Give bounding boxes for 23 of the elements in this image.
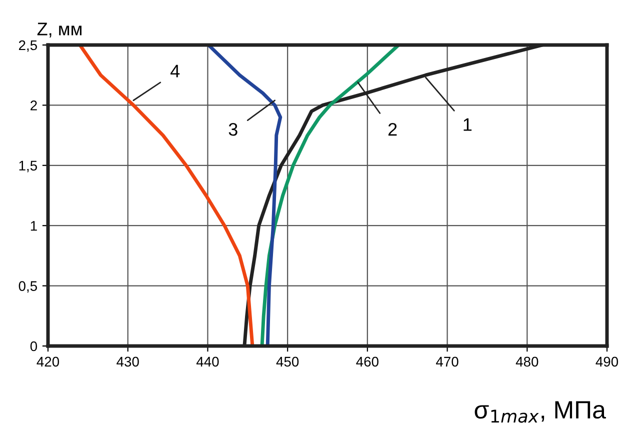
x-tick-label: 490 bbox=[596, 356, 618, 367]
annotation: 4 bbox=[170, 64, 180, 78]
y-tick-label: 2 bbox=[30, 100, 37, 110]
x-tick-label: 470 bbox=[436, 356, 458, 367]
x-axis-title: σ$_{1max}$, МПа bbox=[474, 401, 606, 423]
y-axis-title: Z, мм bbox=[37, 22, 82, 38]
y-tick-label: 0 bbox=[30, 341, 38, 352]
x-tick-label: 450 bbox=[276, 356, 299, 367]
x-tick-label: 480 bbox=[516, 356, 538, 367]
y-tick-label: 1,5 bbox=[19, 160, 38, 172]
annotation: 1 bbox=[464, 118, 472, 131]
line-series bbox=[206, 45, 282, 346]
x-tick-label: 460 bbox=[356, 356, 378, 367]
y-tick-label: 1 bbox=[30, 221, 37, 231]
line-series bbox=[260, 45, 400, 346]
annotation: 2 bbox=[388, 122, 397, 136]
line-series bbox=[78, 45, 254, 346]
x-tick-label: 420 bbox=[36, 356, 60, 367]
y-tick-label: 0,5 bbox=[18, 281, 38, 293]
y-tick-label: 2,5 bbox=[18, 40, 38, 52]
x-tick-label: 440 bbox=[196, 356, 219, 367]
x-tick-label: 430 bbox=[116, 356, 139, 367]
annotation: 3 bbox=[228, 123, 238, 136]
